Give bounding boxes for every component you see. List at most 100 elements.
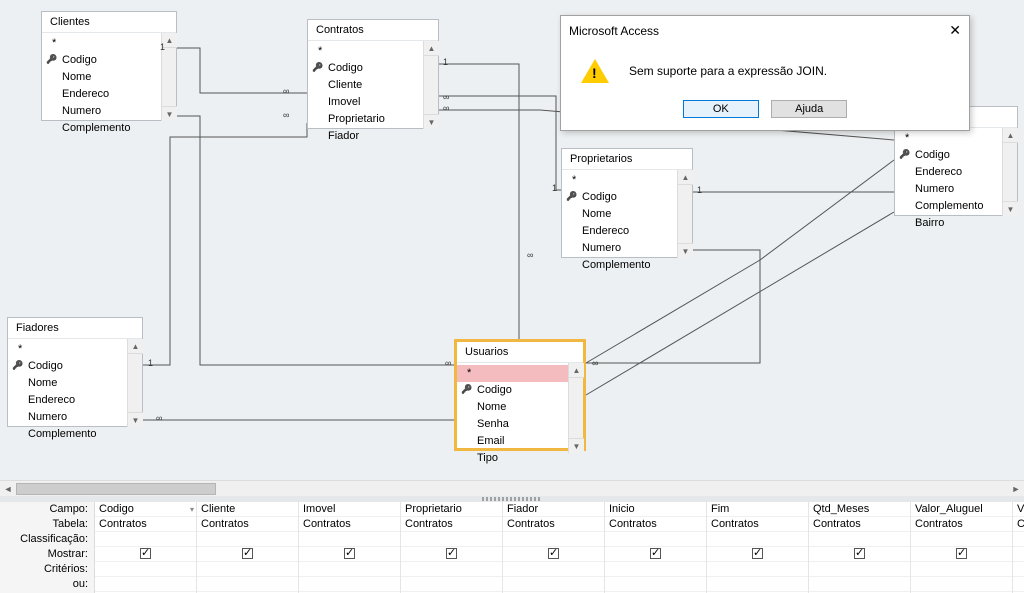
qbe-sort[interactable]	[503, 532, 604, 547]
qbe-criteria[interactable]	[503, 562, 604, 577]
scroll-up-icon[interactable]: ▲	[128, 339, 143, 354]
field-Endereco[interactable]: Endereco	[42, 86, 176, 103]
qbe-sort[interactable]	[605, 532, 706, 547]
qbe-field[interactable]: Fiador	[503, 502, 604, 517]
field-scrollbar[interactable]: ▲▼	[127, 339, 142, 427]
query-design-grid[interactable]: Campo: Tabela: Classificação: Mostrar: C…	[0, 502, 1024, 593]
scroll-down-icon[interactable]: ▼	[678, 243, 693, 258]
qbe-column[interactable]: Valor_AluguelContratos	[911, 502, 1013, 593]
qbe-column[interactable]: ProprietarioContratos	[401, 502, 503, 593]
qbe-or[interactable]	[95, 577, 196, 592]
qbe-show[interactable]	[707, 547, 808, 562]
qbe-show-checkbox[interactable]	[446, 548, 457, 559]
field-Nome[interactable]: Nome	[42, 69, 176, 86]
table-contratos[interactable]: Contratos*CodigoClienteImovelProprietari…	[307, 19, 439, 129]
table-proprietarios[interactable]: Proprietarios*CodigoNomeEnderecoNumeroCo…	[561, 148, 693, 258]
qbe-show[interactable]	[911, 547, 1012, 562]
qbe-show[interactable]	[809, 547, 910, 562]
qbe-table[interactable]: Contratos	[197, 517, 298, 532]
qbe-sort[interactable]	[809, 532, 910, 547]
scroll-down-icon[interactable]: ▼	[1003, 201, 1018, 216]
qbe-column[interactable]: ImovelContratos	[299, 502, 401, 593]
qbe-column[interactable]: Codigo▾Contratos	[95, 502, 197, 593]
qbe-show[interactable]	[605, 547, 706, 562]
field-scrollbar[interactable]: ▲▼	[423, 41, 438, 129]
field-Numero[interactable]: Numero	[8, 409, 142, 426]
qbe-sort[interactable]	[197, 532, 298, 547]
field-Complemento[interactable]: Complemento	[8, 426, 142, 443]
qbe-show-checkbox[interactable]	[854, 548, 865, 559]
field-Codigo[interactable]: Codigo	[308, 60, 438, 77]
qbe-show[interactable]	[299, 547, 400, 562]
qbe-or[interactable]	[911, 577, 1012, 592]
qbe-field[interactable]: Codigo▾	[95, 502, 196, 517]
qbe-column[interactable]: InicioContratos	[605, 502, 707, 593]
field-Proprietario[interactable]: Proprietario	[308, 111, 438, 128]
qbe-criteria[interactable]	[197, 562, 298, 577]
qbe-show-checkbox[interactable]	[956, 548, 967, 559]
qbe-criteria[interactable]	[95, 562, 196, 577]
scroll-down-icon[interactable]: ▼	[424, 114, 439, 129]
qbe-or[interactable]	[299, 577, 400, 592]
field-Email[interactable]: Email	[457, 433, 583, 450]
qbe-field[interactable]: Fim	[707, 502, 808, 517]
scroll-left-icon[interactable]: ◄	[0, 481, 16, 497]
scroll-up-icon[interactable]: ▲	[424, 41, 439, 56]
qbe-show-checkbox[interactable]	[140, 548, 151, 559]
field-Numero[interactable]: Numero	[895, 181, 1017, 198]
qbe-table[interactable]: Contratos	[809, 517, 910, 532]
qbe-sort[interactable]	[911, 532, 1012, 547]
field-Complemento[interactable]: Complemento	[895, 198, 1017, 215]
scroll-down-icon[interactable]: ▼	[569, 438, 584, 453]
field-Complemento[interactable]: Complemento	[562, 257, 692, 274]
field-Complemento[interactable]: Complemento	[42, 120, 176, 137]
qbe-field[interactable]: Qtd_Meses	[809, 502, 910, 517]
scroll-right-icon[interactable]: ►	[1008, 481, 1024, 497]
qbe-show-checkbox[interactable]	[752, 548, 763, 559]
qbe-column[interactable]: Valor_ContratoContratos	[1013, 502, 1024, 593]
field-Endereco[interactable]: Endereco	[8, 392, 142, 409]
field-scrollbar[interactable]: ▲▼	[568, 363, 583, 453]
qbe-show-checkbox[interactable]	[344, 548, 355, 559]
table-fiadores[interactable]: Fiadores*CodigoNomeEnderecoNumeroComplem…	[7, 317, 143, 427]
field-Nome[interactable]: Nome	[562, 206, 692, 223]
qbe-column[interactable]: ClienteContratos	[197, 502, 299, 593]
qbe-criteria[interactable]	[707, 562, 808, 577]
qbe-or[interactable]	[197, 577, 298, 592]
field-star[interactable]: *	[895, 130, 1017, 147]
field-Codigo[interactable]: Codigo	[562, 189, 692, 206]
field-Codigo[interactable]: Codigo	[8, 358, 142, 375]
dropdown-icon[interactable]: ▾	[190, 502, 194, 516]
scroll-up-icon[interactable]: ▲	[1003, 128, 1018, 143]
qbe-field[interactable]: Imovel	[299, 502, 400, 517]
qbe-table[interactable]: Contratos	[1013, 517, 1024, 532]
qbe-table[interactable]: Contratos	[911, 517, 1012, 532]
qbe-show[interactable]	[503, 547, 604, 562]
table-usuarios[interactable]: Usuarios*CodigoNomeSenhaEmailTipo▲▼	[454, 339, 586, 451]
qbe-show-checkbox[interactable]	[650, 548, 661, 559]
qbe-criteria[interactable]	[605, 562, 706, 577]
field-star[interactable]: *	[562, 172, 692, 189]
table-clientes[interactable]: Clientes*CodigoNomeEnderecoNumeroComplem…	[41, 11, 177, 121]
field-Codigo[interactable]: Codigo	[457, 382, 583, 399]
field-Bairro[interactable]: Bairro	[895, 215, 1017, 232]
field-star[interactable]: *	[457, 365, 583, 382]
qbe-or[interactable]	[809, 577, 910, 592]
field-Codigo[interactable]: Codigo	[895, 147, 1017, 164]
field-Tipo[interactable]: Tipo	[457, 450, 583, 467]
field-scrollbar[interactable]: ▲▼	[677, 170, 692, 258]
ok-button[interactable]: OK	[683, 100, 759, 118]
qbe-sort[interactable]	[299, 532, 400, 547]
field-Imovel[interactable]: Imovel	[308, 94, 438, 111]
qbe-table[interactable]: Contratos	[605, 517, 706, 532]
qbe-table[interactable]: Contratos	[401, 517, 502, 532]
qbe-field[interactable]: Cliente	[197, 502, 298, 517]
qbe-or[interactable]	[401, 577, 502, 592]
qbe-field[interactable]: Proprietario	[401, 502, 502, 517]
qbe-or[interactable]	[503, 577, 604, 592]
qbe-show[interactable]	[95, 547, 196, 562]
qbe-criteria[interactable]	[911, 562, 1012, 577]
qbe-or[interactable]	[1013, 577, 1024, 592]
qbe-column[interactable]: FiadorContratos	[503, 502, 605, 593]
qbe-show[interactable]	[197, 547, 298, 562]
